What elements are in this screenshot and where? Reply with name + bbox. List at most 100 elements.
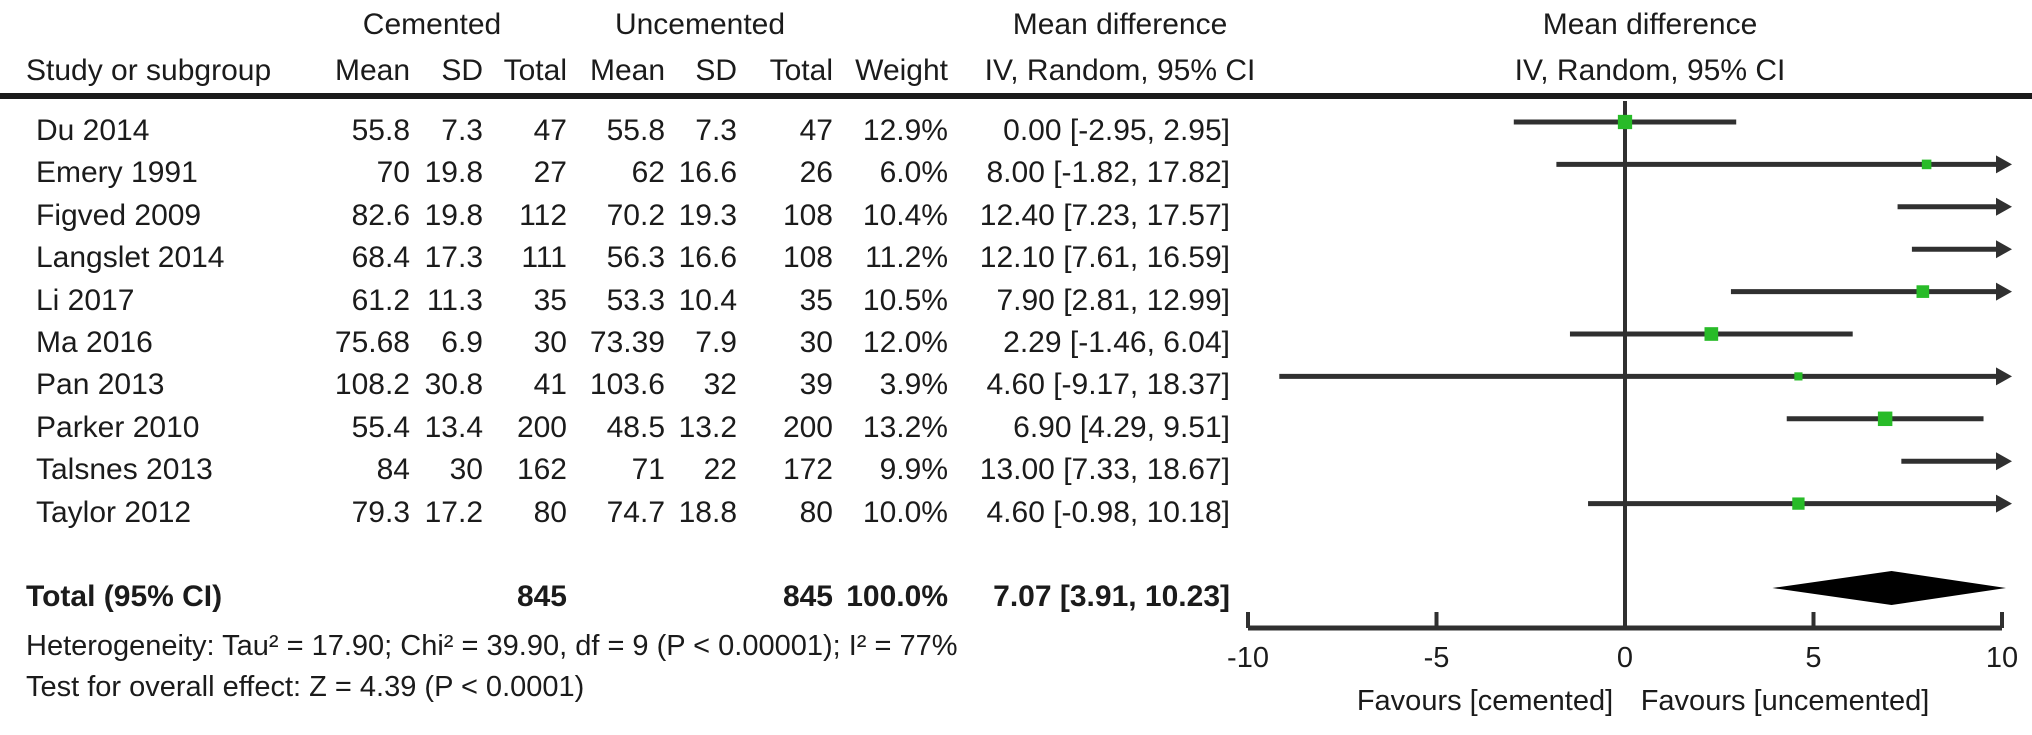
mean-cemented-cell: 55.8 — [351, 114, 410, 147]
axis-tick-label: -5 — [1424, 642, 1450, 674]
sd-cemented-cell: 17.3 — [424, 241, 483, 275]
study-name-cell: Du 2014 — [36, 114, 150, 147]
table-row: Du 2014 55.8 7.3 47 55.8 7.3 47 12.9% 0.… — [0, 110, 2032, 152]
table-row: Parker 2010 55.4 13.4 200 48.5 13.2 200 … — [0, 407, 2032, 449]
mean-cemented-cell: 75.68 — [334, 326, 410, 359]
total-cemented-cell: 200 — [516, 410, 567, 444]
table-row: Ma 2016 75.68 6.9 30 73.39 7.9 30 12.0% … — [0, 322, 2032, 364]
mean-marker — [1794, 372, 1803, 381]
total-diamond — [1772, 571, 2006, 605]
col-header-ci-plot: IV, Random, 95% CI — [1514, 54, 1786, 87]
study-name-cell: Figved 2009 — [36, 198, 202, 232]
weight-cell: 13.2% — [862, 410, 948, 444]
study-name-cell: Parker 2010 — [36, 410, 200, 444]
overall-effect-text: Test for overall effect: Z = 4.39 (P < 0… — [26, 671, 585, 703]
mean-cemented-cell: 82.6 — [351, 198, 410, 232]
mean-cemented-cell: 61.2 — [351, 283, 410, 317]
arrow-right-icon — [1996, 240, 2012, 259]
col-header-sd-cemented: SD — [441, 54, 483, 87]
total-uncemented-cell: 30 — [799, 326, 833, 359]
weight-cell: 3.9% — [879, 368, 948, 402]
table-row: Li 2017 61.2 11.3 35 53.3 10.4 35 10.5% … — [0, 280, 2032, 322]
study-name-cell: Ma 2016 — [36, 326, 153, 359]
total-uncemented-cell: 80 — [799, 495, 833, 529]
col-header-study: Study or subgroup — [26, 54, 272, 87]
weight-cell: 10.4% — [862, 198, 948, 232]
total-cemented-cell: 162 — [516, 453, 567, 487]
col-header-total-uncemented: Total — [769, 54, 833, 87]
column-group-mean-difference-plot: Mean difference — [1542, 8, 1758, 41]
col-header-mean-cemented: Mean — [334, 54, 410, 87]
arrow-right-icon — [1996, 452, 2012, 471]
mean-uncemented-cell: 53.3 — [606, 283, 665, 317]
mean-cemented-cell: 84 — [376, 453, 410, 487]
arrow-right-icon — [1996, 197, 2012, 216]
axis-tick-label: 10 — [1986, 642, 2018, 674]
axis-tick-label: -10 — [1227, 642, 1269, 674]
sd-uncemented-cell: 7.9 — [695, 326, 737, 359]
total-cemented-cell: 111 — [521, 241, 567, 275]
mean-cemented-cell: 55.4 — [351, 410, 410, 444]
weight-cell: 11.2% — [865, 241, 948, 275]
axis-tick-label: 5 — [1805, 642, 1821, 674]
arrow-right-icon — [1996, 155, 2012, 174]
sd-cemented-cell: 17.2 — [424, 495, 483, 529]
total-cemented-cell: 112 — [519, 198, 567, 232]
mean-uncemented-cell: 55.8 — [606, 114, 665, 147]
total-weight: 100.0% — [846, 580, 948, 613]
sd-uncemented-cell: 16.6 — [678, 241, 737, 275]
mean-marker — [1617, 114, 1633, 130]
col-header-ci-text: IV, Random, 95% CI — [984, 54, 1256, 87]
ci-text-cell: 4.60 [-9.17, 18.37] — [986, 368, 1230, 402]
axis-tick-label: 0 — [1617, 642, 1633, 674]
table-row: Pan 2013 108.2 30.8 41 103.6 32 39 3.9% … — [0, 364, 2032, 406]
total-ci-text: 7.07 [3.91, 10.23] — [993, 580, 1230, 613]
sd-cemented-cell: 13.4 — [424, 410, 483, 444]
table-row: Emery 1991 70 19.8 27 62 16.6 26 6.0% 8.… — [0, 152, 2032, 194]
arrow-right-icon — [1996, 367, 2012, 386]
study-name-cell: Li 2017 — [36, 283, 135, 317]
ci-text-cell: 7.90 [2.81, 12.99] — [996, 283, 1230, 317]
total-uncemented-cell: 108 — [782, 198, 833, 232]
weight-cell: 12.0% — [862, 326, 948, 359]
mean-cemented-cell: 70 — [376, 156, 410, 190]
group-header-cemented: Cemented — [362, 8, 502, 41]
favours-right-label: Favours [uncemented] — [1641, 685, 1930, 717]
sd-cemented-cell: 19.8 — [424, 156, 483, 190]
sd-uncemented-cell: 32 — [703, 368, 737, 402]
table-row: Figved 2009 82.6 19.8 112 70.2 19.3 108 … — [0, 195, 2032, 237]
total-uncemented-cell: 200 — [782, 410, 833, 444]
total-row-label: Total (95% CI) — [26, 580, 223, 613]
study-name-cell: Pan 2013 — [36, 368, 165, 402]
sd-cemented-cell: 19.8 — [424, 198, 483, 232]
total-cemented-n: 845 — [516, 580, 567, 613]
ci-text-cell: 13.00 [7.33, 18.67] — [979, 453, 1230, 487]
col-header-sd-uncemented: SD — [695, 54, 737, 87]
ci-text-cell: 0.00 [-2.95, 2.95] — [1003, 114, 1230, 147]
mean-marker — [1916, 285, 1930, 298]
mean-cemented-cell: 79.3 — [351, 495, 410, 529]
ci-text-cell: 8.00 [-1.82, 17.82] — [986, 156, 1230, 190]
mean-uncemented-cell: 74.7 — [606, 495, 665, 529]
sd-uncemented-cell: 18.8 — [678, 495, 737, 529]
weight-cell: 10.5% — [862, 283, 948, 317]
table-row: Langslet 2014 68.4 17.3 111 56.3 16.6 10… — [0, 237, 2032, 279]
header-divider-rule — [0, 93, 2032, 99]
sd-uncemented-cell: 13.2 — [678, 410, 737, 444]
col-header-weight: Weight — [855, 54, 948, 87]
group-header-uncemented: Uncemented — [614, 8, 786, 41]
ci-text-cell: 6.90 [4.29, 9.51] — [1013, 410, 1230, 444]
ci-text-cell: 12.10 [7.61, 16.59] — [979, 241, 1230, 275]
sd-cemented-cell: 30 — [449, 453, 483, 487]
total-cemented-cell: 41 — [533, 368, 567, 402]
total-cemented-cell: 27 — [533, 156, 567, 190]
total-cemented-cell: 35 — [533, 283, 567, 317]
total-uncemented-n: 845 — [782, 580, 833, 613]
sd-cemented-cell: 11.3 — [426, 283, 483, 317]
arrow-right-icon — [1996, 494, 2012, 513]
mean-uncemented-cell: 48.5 — [606, 410, 665, 444]
total-uncemented-cell: 26 — [799, 156, 833, 190]
mean-uncemented-cell: 62 — [631, 156, 665, 190]
total-cemented-cell: 47 — [533, 114, 567, 147]
sd-uncemented-cell: 16.6 — [678, 156, 737, 190]
